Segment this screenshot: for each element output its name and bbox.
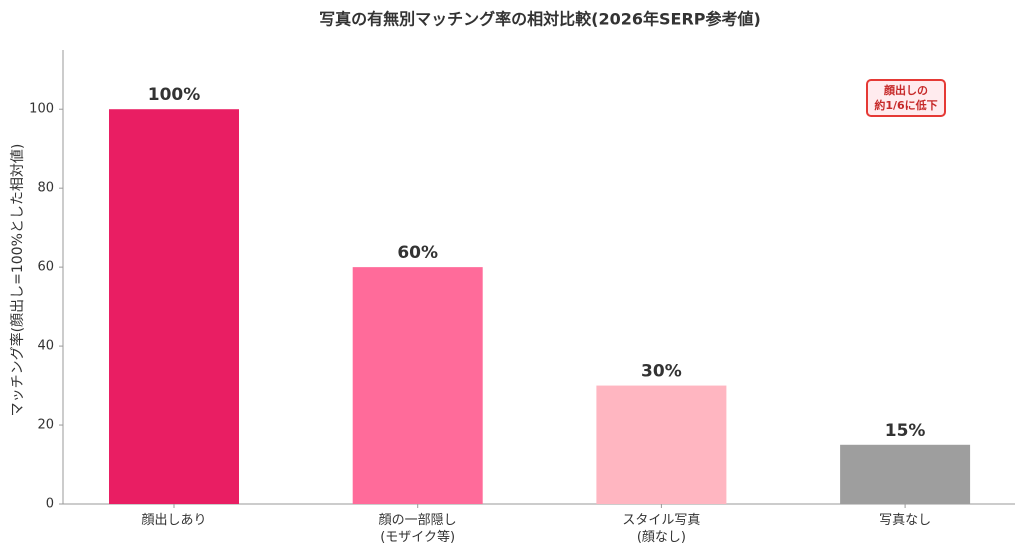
y-tick-label: 100 [29,102,54,117]
bar [109,109,239,504]
y-tick-label: 0 [46,497,54,512]
value-label: 15% [885,421,926,441]
x-tick-label: スタイル写真 (顔なし) [622,513,701,545]
y-tick-label: 60 [37,260,54,275]
value-label: 30% [641,362,682,382]
chart-title: 写真の有無別マッチング率の相対比較(2026年SERP参考値) [319,10,761,29]
x-tick-label: 顔の一部隠し (モザイク等) [378,513,457,545]
bar [352,267,483,504]
annotation: 顔出しの 約1/6に低下 [866,79,946,117]
x-tick-label: 写真なし [879,513,932,528]
x-tick-label: 顔出しあり [141,513,207,528]
bar [840,444,971,504]
value-label: 100% [148,85,201,105]
y-tick-label: 20 [37,418,54,433]
y-tick-label: 40 [37,339,54,354]
y-axis-label: マッチング率(顔出し=100%とした相対値) [9,144,26,417]
value-label: 60% [397,243,438,263]
bar [596,385,727,504]
y-tick-label: 80 [37,181,54,196]
